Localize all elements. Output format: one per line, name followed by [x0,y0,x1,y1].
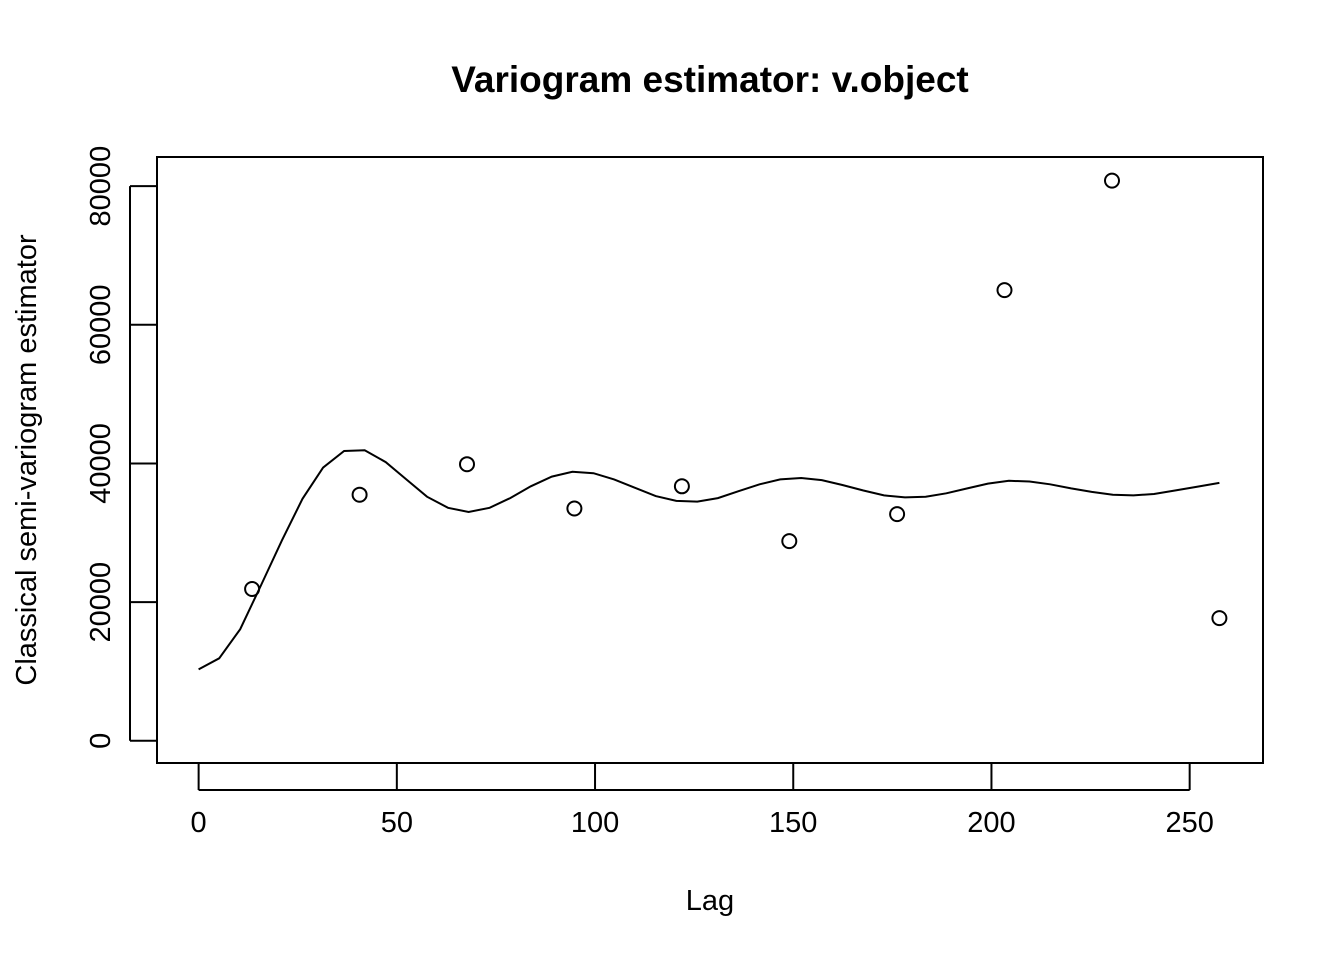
x-tick-label: 50 [381,807,413,839]
x-tick-label: 0 [191,807,207,839]
data-point [244,581,261,597]
data-point [1104,172,1120,189]
data-point [459,456,475,473]
data-point [351,486,368,503]
y-tick-label: 20000 [85,562,117,643]
x-tick-label: 100 [571,807,619,839]
y-tick-label: 40000 [85,423,117,504]
data-point [996,282,1013,299]
chart-title: Variogram estimator: v.object [451,59,968,100]
x-axis: 0 50 100 150 200 250 [191,764,1214,839]
fitted-line-series [198,449,1220,671]
fitted-line [198,449,1220,671]
plot-frame [156,156,1264,764]
data-point [889,506,906,523]
y-tick-label: 80000 [85,146,117,227]
data-point [566,500,583,517]
data-point [1211,610,1228,627]
data-point [781,533,798,550]
x-axis-label: Lag [686,885,734,917]
data-point [673,478,690,495]
empirical-points-series [244,172,1228,627]
y-tick-label: 60000 [85,284,117,365]
x-tick-label: 250 [1165,807,1213,839]
y-axis: 0 20000 40000 60000 80000 [85,146,157,749]
y-axis-label: Classical semi-variogram estimator [11,234,43,686]
x-tick-label: 200 [967,807,1015,839]
x-tick-label: 150 [769,807,817,839]
y-tick-label: 0 [85,733,117,749]
